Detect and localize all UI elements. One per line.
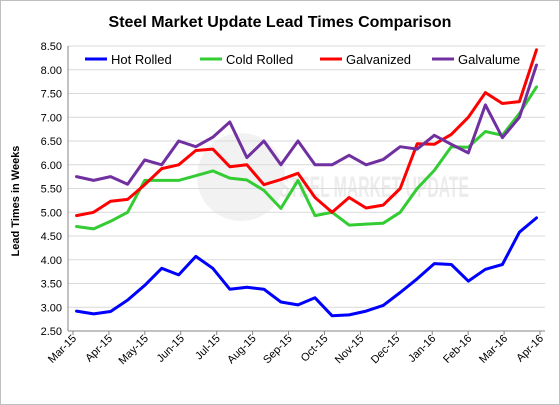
series-lines bbox=[75, 48, 538, 318]
y-tick-label: 3.00 bbox=[41, 302, 62, 314]
x-tick-label: Nov-15 bbox=[333, 333, 367, 367]
x-tick-label: Mar-16 bbox=[477, 333, 510, 366]
x-tick-label: Jun-15 bbox=[155, 333, 187, 365]
y-tick-label: 4.00 bbox=[41, 255, 62, 267]
y-tick-label: 7.50 bbox=[41, 89, 62, 101]
x-tick-label: Jul-15 bbox=[193, 333, 223, 363]
x-tick-label: Apr-16 bbox=[514, 333, 546, 365]
y-tick-label: 6.00 bbox=[41, 160, 62, 172]
y-tick-label: 3.50 bbox=[41, 279, 62, 291]
y-tick-label: 8.00 bbox=[41, 65, 62, 77]
legend-label: Cold Rolled bbox=[226, 52, 293, 67]
y-tick-labels: 2.50 3.00 3.50 4.00 4.50 5.00 5.50 6.00 6.50 7.00… bbox=[41, 41, 62, 338]
x-tick-label: Dec-15 bbox=[369, 333, 403, 367]
series-line-hot-rolled bbox=[75, 216, 538, 318]
y-tick-label: 7.00 bbox=[41, 112, 62, 124]
series-line-galvanized bbox=[75, 48, 538, 218]
legend-label: Galvalume bbox=[458, 52, 520, 67]
legend-label: Hot Rolled bbox=[111, 52, 172, 67]
x-tick-label: Sep-15 bbox=[261, 333, 295, 367]
x-tick-label: Jan-16 bbox=[406, 333, 438, 365]
y-tick-label: 4.50 bbox=[41, 231, 62, 243]
series-line-cold-rolled bbox=[75, 85, 538, 231]
chart-title: Steel Market Update Lead Times Compariso… bbox=[109, 14, 452, 31]
series-line-galvalume bbox=[75, 63, 538, 186]
y-tick-label: 8.50 bbox=[41, 41, 62, 53]
x-tick-label: Oct-15 bbox=[299, 333, 331, 365]
x-tick-label: Feb-16 bbox=[441, 333, 474, 366]
y-axis-label: Lead Times in Weeks bbox=[10, 146, 22, 257]
y-tick-label: 5.50 bbox=[41, 184, 62, 196]
x-tick-label: Aug-15 bbox=[225, 333, 259, 367]
axes bbox=[67, 46, 545, 332]
legend: Hot Rolled Cold Rolled Galvanized Galvalume bbox=[85, 52, 520, 67]
x-tick-label: May-15 bbox=[117, 333, 151, 367]
x-tick-labels: Mar-15 Apr-15 May-15 Jun-15 Jul-15 Aug-15 Sep-… bbox=[46, 331, 546, 367]
y-tick-label: 5.00 bbox=[41, 207, 62, 219]
y-tick-label: 2.50 bbox=[41, 326, 62, 338]
y-tick-label: 6.50 bbox=[41, 136, 62, 148]
x-tick-label: Apr-15 bbox=[83, 333, 115, 365]
legend-label: Galvanized bbox=[346, 52, 411, 67]
watermark-text: STEEL MARKET UPDATE bbox=[279, 171, 469, 204]
